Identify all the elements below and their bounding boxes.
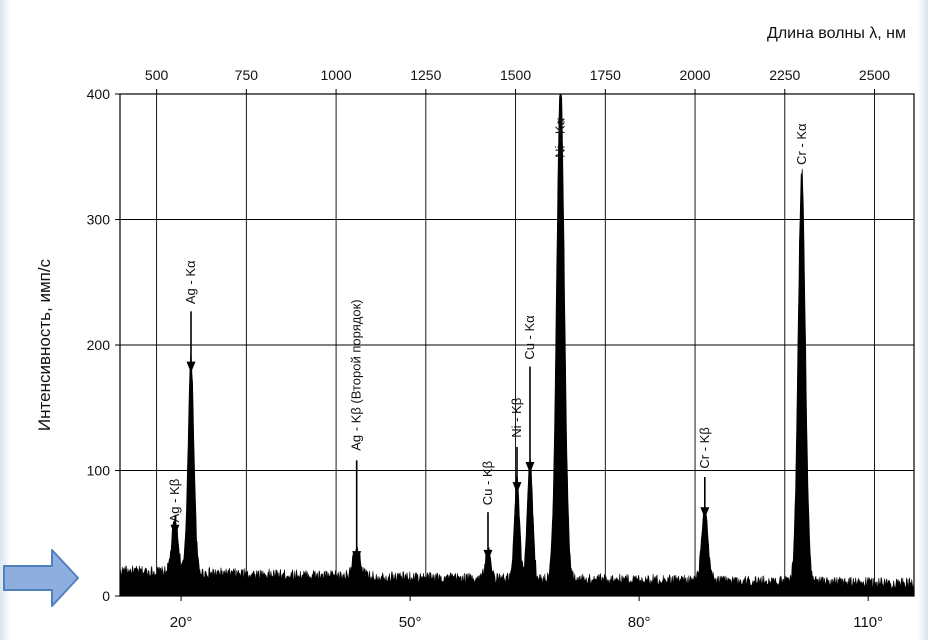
peak-label: Cu - Kα (522, 315, 537, 474)
peak-arrow-head (700, 507, 710, 519)
peak-label: Ag - Kβ (Второй порядок) (349, 299, 364, 563)
peak-arrow-head (512, 482, 522, 494)
peak-label: Cr - Kβ (697, 427, 712, 519)
y-tick-label: 0 (102, 588, 110, 604)
peak-arrow-head (186, 361, 196, 373)
peak-label-text: Ni - Kβ (509, 398, 524, 438)
peak-label: Cr - Kα (794, 123, 809, 165)
peak-label-text: Cr - Kβ (697, 427, 712, 468)
top-tick-label: 1750 (590, 67, 621, 83)
top-tick-label: 500 (145, 67, 169, 83)
peak-label-text: Cr - Kα (794, 123, 809, 165)
peak-label: Cu - Kβ (480, 461, 495, 561)
pointer-arrow-icon (3, 549, 79, 607)
axis-ticks: 500 750 1000 1250 1500 1750 2000 2250 2500 0 100 20… (87, 67, 891, 631)
bottom-tick-label: 80° (628, 614, 651, 631)
top-tick-label: 1250 (410, 67, 441, 83)
top-tick-label: 2000 (679, 67, 710, 83)
y-tick-label: 400 (87, 86, 111, 102)
peak-label-text: Ag - Kβ (167, 479, 182, 523)
peak-label-text: Cu - Kα (522, 315, 537, 360)
peak-arrow-head (170, 524, 180, 536)
top-axis-label: Длина волны λ, нм (767, 25, 906, 42)
peak-arrow-head (352, 551, 362, 563)
bottom-tick-label: 20° (170, 614, 193, 631)
peak-label: Ni - Kα (553, 117, 568, 158)
top-tick-label: 2250 (769, 67, 800, 83)
top-tick-label: 1000 (321, 67, 352, 83)
grid (120, 94, 914, 596)
peak-label-text: Ag - Kα (183, 260, 198, 304)
peak-arrow-head (525, 462, 535, 474)
bottom-tick-label: 110° (853, 614, 883, 631)
top-tick-label: 750 (235, 67, 259, 83)
peak-label-text: Cu - Kβ (480, 461, 495, 505)
y-tick-label: 200 (87, 337, 111, 353)
y-axis-label: Интенсивность, имп/с (35, 258, 54, 431)
peak-label-text: Ni - Kα (553, 117, 568, 158)
bottom-tick-label: 50° (399, 614, 422, 631)
y-tick-label: 100 (87, 463, 111, 479)
y-tick-label: 300 (87, 212, 111, 228)
peak-arrow-head (483, 549, 493, 561)
peak-annotations: Ag - Kβ Ag - Kα Ag - Kβ (Второй порядок) Cu… (167, 117, 809, 563)
peak-label-text: Ag - Kβ (Второй порядок) (349, 299, 364, 450)
peak-label: Ag - Kα (183, 260, 198, 373)
peak-label: Ag - Kβ (167, 479, 182, 536)
top-tick-label: 2500 (859, 67, 890, 83)
top-tick-label: 1500 (500, 67, 531, 83)
peak-label: Ni - Kβ (509, 398, 524, 494)
